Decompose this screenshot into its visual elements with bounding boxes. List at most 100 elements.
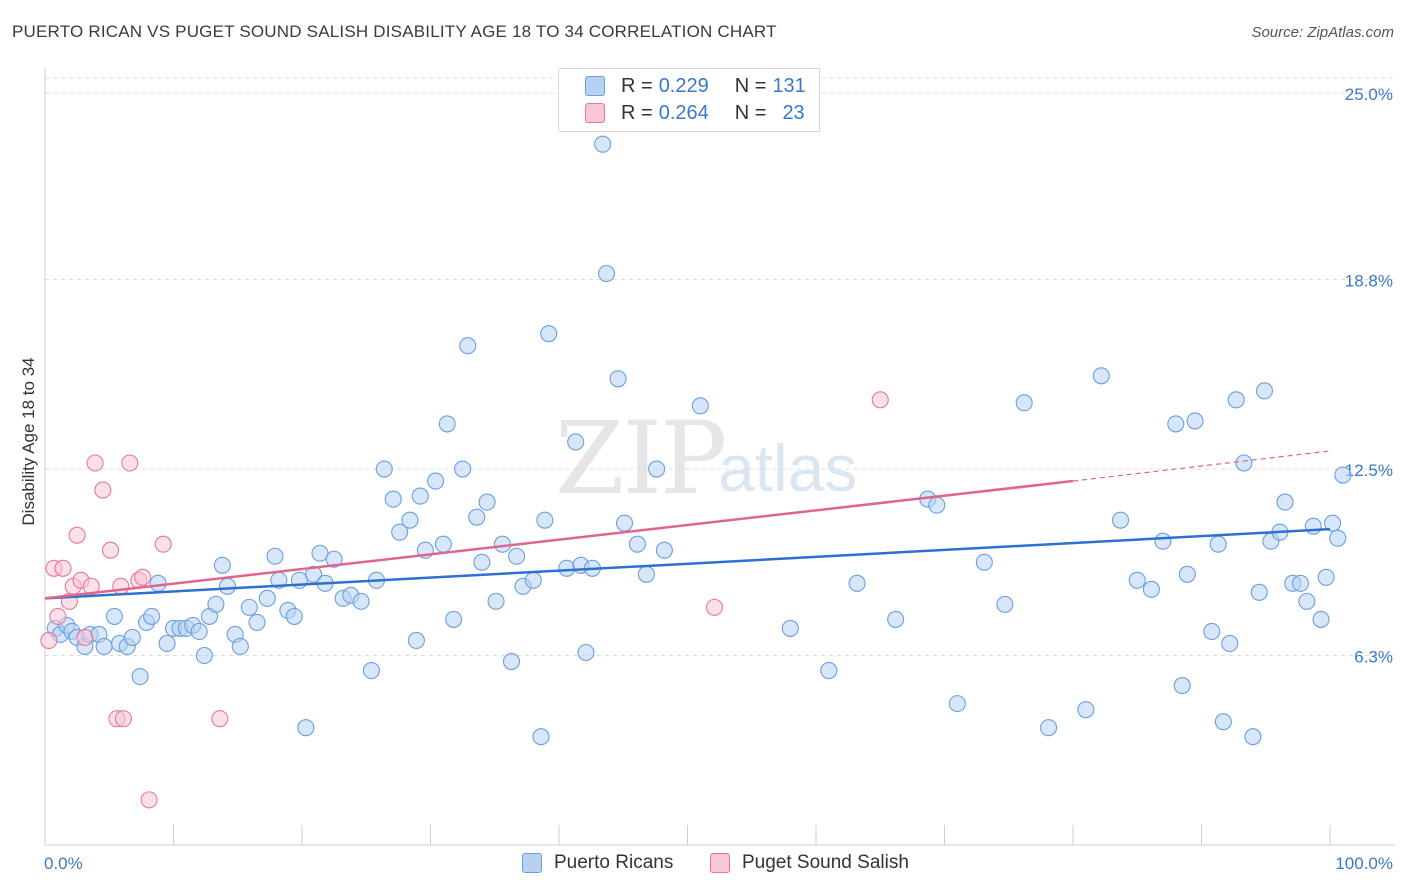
puerto-rican-point — [1244, 728, 1262, 746]
puerto-rican-point — [411, 487, 429, 505]
legend-r-value: 0.264 — [658, 101, 709, 124]
salish-point — [40, 631, 58, 650]
legend-swatch-pink — [585, 103, 605, 123]
puerto-rican-point — [637, 565, 655, 583]
salish-point — [705, 598, 724, 616]
puerto-rican-point — [887, 610, 905, 628]
puerto-rican-point — [1329, 529, 1347, 547]
puerto-rican-point — [1154, 532, 1172, 550]
puerto-rican-point — [213, 556, 231, 574]
puerto-rican-point — [1221, 634, 1239, 653]
puerto-rican-point — [691, 397, 709, 415]
puerto-rican-point — [207, 595, 225, 613]
puerto-rican-point — [1167, 415, 1185, 433]
puerto-rican-point — [1209, 535, 1227, 553]
puerto-rican-point — [384, 490, 402, 508]
puerto-rican-point — [1250, 583, 1268, 601]
puerto-rican-point — [131, 668, 149, 686]
puerto-rican-point — [567, 433, 585, 451]
puerto-rican-point — [305, 565, 323, 583]
puerto-rican-point — [1317, 568, 1335, 586]
legend-row-puget-sound-salish: R = 0.264 N = 23 — [585, 100, 805, 126]
puerto-rican-point — [1128, 571, 1146, 589]
puerto-rican-point — [445, 610, 463, 628]
puerto-rican-point — [1178, 565, 1196, 583]
legend-n-label: N = — [734, 101, 767, 124]
puerto-rican-point — [123, 628, 141, 647]
puerto-rican-point — [848, 574, 866, 592]
puerto-rican-point — [95, 637, 113, 656]
salish-point — [114, 710, 132, 728]
salish-point — [49, 607, 67, 625]
puerto-rican-point — [493, 535, 512, 553]
puerto-rican-point — [362, 661, 380, 680]
puerto-rican-point — [1214, 713, 1232, 731]
y-tick-label: 18.8% — [1345, 272, 1393, 291]
salish-point — [86, 454, 104, 472]
puerto-rican-trendline — [44, 527, 1331, 600]
salish-point — [134, 568, 152, 586]
puerto-rican-point — [325, 550, 343, 568]
puerto-rican-point — [1255, 382, 1274, 400]
puerto-rican-point — [459, 337, 477, 355]
puerto-rican-point — [218, 577, 237, 595]
puerto-rican-point — [240, 598, 258, 616]
puerto-rican-point — [1111, 511, 1130, 529]
puerto-rican-point — [1334, 466, 1352, 484]
puerto-rican-point — [311, 544, 329, 562]
puerto-rican-point — [928, 496, 946, 514]
puerto-rican-point — [266, 547, 284, 565]
x-tick-label: 0.0% — [44, 854, 83, 873]
puerto-rican-point — [508, 547, 526, 565]
bottom-legend-swatch-blue — [522, 853, 542, 873]
bottom-legend-puerto-ricans: Puerto Ricans — [522, 852, 673, 874]
puerto-rican-point — [190, 622, 208, 640]
legend-swatch-blue — [585, 76, 605, 96]
y-tick-label: 25.0% — [1345, 85, 1393, 104]
salish-point — [140, 791, 158, 809]
salish-point — [871, 391, 889, 409]
puerto-rican-point — [540, 325, 558, 343]
y-axis-label: Disability Age 18 to 34 — [19, 357, 38, 525]
puerto-rican-point — [996, 595, 1014, 613]
legend-n-value: 131 — [772, 74, 806, 97]
salish-point — [211, 710, 229, 728]
legend-n-label: N = — [734, 74, 767, 97]
salish-point — [112, 577, 130, 595]
puerto-rican-point — [1312, 610, 1330, 628]
legend: R = 0.229 N = 131 R = 0.264 N = 23 — [558, 68, 820, 132]
puerto-rican-point — [407, 631, 425, 650]
puerto-rican-point — [352, 592, 370, 610]
bottom-legend-label: Puerto Ricans — [554, 852, 674, 873]
salish-trendline — [44, 479, 1074, 600]
puerto-rican-point — [648, 460, 666, 478]
legend-n-value: 23 — [782, 101, 805, 124]
salish-trendline-extension — [1072, 450, 1331, 482]
puerto-rican-point — [628, 535, 646, 553]
source-label: Source: ZipAtlas.com — [1251, 24, 1394, 41]
puerto-rican-point — [975, 553, 993, 571]
puerto-rican-point — [1291, 574, 1309, 592]
puerto-rican-point — [1186, 412, 1204, 430]
puerto-rican-point — [1227, 391, 1245, 409]
puerto-rican-point — [231, 637, 249, 656]
salish-point — [94, 481, 112, 499]
legend-row-puerto-ricans: R = 0.229 N = 131 — [585, 73, 806, 99]
puerto-rican-point — [1304, 517, 1322, 535]
puerto-rican-point — [524, 571, 542, 589]
puerto-rican-point — [248, 613, 266, 631]
puerto-rican-point — [391, 523, 409, 541]
puerto-rican-point — [258, 589, 276, 607]
puerto-rican-point — [536, 511, 554, 529]
legend-r-label: R = — [621, 74, 653, 97]
puerto-rican-point — [781, 619, 799, 637]
puerto-rican-point — [615, 514, 634, 532]
x-tick-label: 100.0% — [1335, 854, 1393, 873]
puerto-rican-point — [1173, 677, 1191, 695]
salish-point — [76, 628, 94, 647]
y-tick-label: 12.5% — [1345, 461, 1393, 480]
puerto-rican-point — [375, 460, 393, 478]
legend-r-value: 0.229 — [658, 74, 709, 97]
puerto-rican-point — [473, 553, 491, 571]
